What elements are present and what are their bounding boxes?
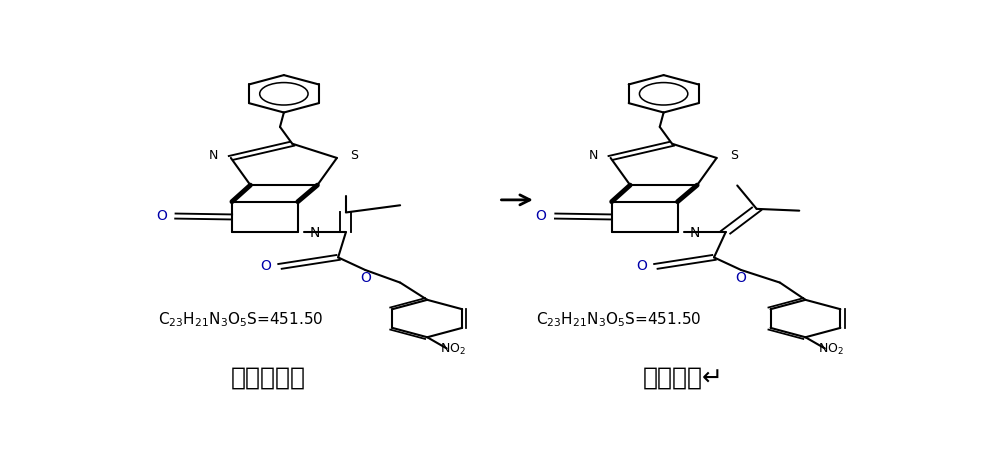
Text: O: O xyxy=(536,209,547,223)
Text: O: O xyxy=(156,209,167,223)
Text: N: N xyxy=(689,226,700,240)
Text: O: O xyxy=(360,271,371,285)
Text: 异构化物↵: 异构化物↵ xyxy=(642,366,724,390)
Text: NO$_2$: NO$_2$ xyxy=(440,342,466,357)
Text: 开环重排物: 开环重排物 xyxy=(231,366,306,390)
Text: N: N xyxy=(209,149,219,163)
Text: O: O xyxy=(636,259,647,273)
Text: C$_{23}$H$_{21}$N$_{3}$O$_{5}$S=451.50: C$_{23}$H$_{21}$N$_{3}$O$_{5}$S=451.50 xyxy=(158,310,323,329)
Text: C$_{23}$H$_{21}$N$_{3}$O$_{5}$S=451.50: C$_{23}$H$_{21}$N$_{3}$O$_{5}$S=451.50 xyxy=(536,310,701,329)
Text: N: N xyxy=(589,149,598,163)
Text: O: O xyxy=(736,271,747,285)
Text: S: S xyxy=(350,149,358,163)
Text: N: N xyxy=(310,226,320,240)
Text: O: O xyxy=(261,259,271,273)
Text: S: S xyxy=(730,149,738,163)
Text: NO$_2$: NO$_2$ xyxy=(818,342,844,357)
